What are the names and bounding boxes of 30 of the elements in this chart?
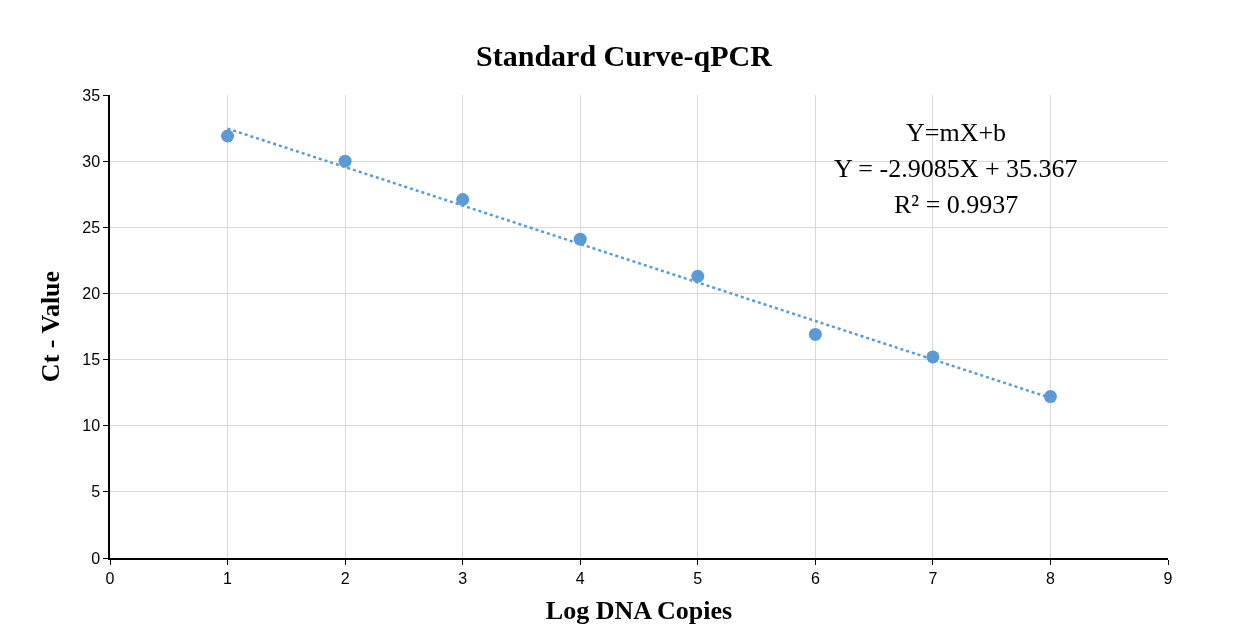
annotation: R² = 0.9937	[894, 190, 1019, 219]
y-tick-label: 25	[82, 218, 101, 236]
y-tick-label: 10	[82, 417, 101, 435]
point	[691, 269, 705, 283]
x-tick-label: 6	[810, 569, 820, 587]
x-tick-label: 1	[223, 569, 233, 587]
y-axis-title: Ct - Value	[36, 270, 66, 383]
x-tick-label: 8	[1045, 569, 1055, 587]
y-tick-label: 0	[91, 549, 101, 567]
y-tick-label: 35	[82, 86, 101, 104]
chart-title: Standard Curve-qPCR	[476, 39, 773, 73]
point	[456, 193, 470, 206]
annotation: Y = -2.9085X + 35.367	[834, 154, 1078, 183]
x-tick-label: 9	[1163, 569, 1173, 587]
y-tick-label: 20	[82, 285, 101, 303]
annotation: Y=mX+b	[906, 118, 1007, 147]
x-axis-title: Log DNA Copies	[545, 596, 733, 626]
y-tick-label: 5	[91, 483, 101, 501]
x-tick-label: 0	[105, 569, 115, 587]
point	[221, 129, 235, 143]
x-tick-label: 5	[693, 569, 703, 587]
x-tick-label: 7	[928, 569, 938, 587]
x-tick-label: 3	[458, 569, 468, 587]
x-tick-label: 4	[575, 569, 585, 587]
point	[338, 154, 352, 168]
x-tick-label: 2	[340, 569, 350, 587]
y-tick-label: 30	[82, 152, 101, 170]
point	[1043, 390, 1057, 404]
y-tick-label: 15	[82, 351, 101, 369]
point	[808, 327, 822, 341]
